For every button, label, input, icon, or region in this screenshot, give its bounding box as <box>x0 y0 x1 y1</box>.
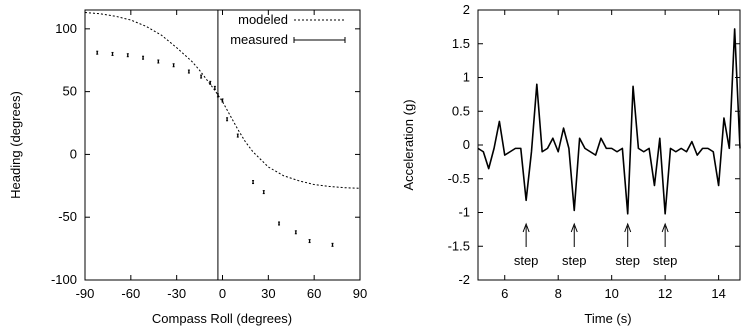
right-x-tick-label: 6 <box>501 286 508 301</box>
left-x-axis-label: Compass Roll (degrees) <box>152 311 292 326</box>
measured-point <box>142 56 144 59</box>
left-x-tick-label: 0 <box>219 286 226 301</box>
measured-point <box>252 181 254 184</box>
left-x-tick-label: 60 <box>307 286 321 301</box>
step-label: step <box>615 253 640 268</box>
step-annotation: step <box>615 224 640 268</box>
right-plot-frame <box>478 10 740 280</box>
measured-point <box>112 52 114 55</box>
left-x-tick-label: 30 <box>261 286 275 301</box>
measured-point <box>96 51 98 54</box>
right-x-tick-label: 10 <box>604 286 618 301</box>
measured-point <box>332 243 334 246</box>
right-y-tick-label: 1.5 <box>452 36 470 51</box>
left-chart-heading-vs-roll: -90 -60 -30 0 30 60 90 -100 -50 0 50 100 Compass Ro… <box>8 10 367 326</box>
measured-point <box>295 231 297 234</box>
measured-point <box>226 118 228 121</box>
right-x-axis-label: Time (s) <box>584 311 631 326</box>
right-y-tick-label: 0 <box>463 137 470 152</box>
measured-point <box>237 134 239 137</box>
right-y-tick-label: 1 <box>463 70 470 85</box>
step-annotation: step <box>562 224 587 268</box>
left-plot-frame <box>85 10 360 280</box>
step-annotation: step <box>653 224 678 268</box>
right-y-tick-label: -1.5 <box>448 238 470 253</box>
left-y-tick-label: 0 <box>70 146 77 161</box>
step-label: step <box>562 253 587 268</box>
step-label: step <box>653 253 678 268</box>
measured-point <box>309 240 311 243</box>
left-y-tick-label: 100 <box>55 21 77 36</box>
right-x-tick-label: 14 <box>711 286 725 301</box>
right-y-tick-label: -2 <box>458 272 470 287</box>
measured-point <box>214 86 216 89</box>
left-ticks: -90 -60 -30 0 30 60 90 -100 -50 0 50 100 <box>51 10 367 301</box>
left-x-tick-label: -30 <box>167 286 186 301</box>
left-y-tick-label: 50 <box>63 84 77 99</box>
right-y-tick-label: -0.5 <box>448 171 470 186</box>
measured-point <box>157 60 159 63</box>
left-series <box>85 10 360 280</box>
left-x-tick-label: -90 <box>76 286 95 301</box>
legend-label-measured: measured <box>230 32 288 47</box>
measured-point <box>200 75 202 78</box>
measured-point <box>173 64 175 67</box>
left-x-tick-label: -60 <box>121 286 140 301</box>
left-y-tick-label: -100 <box>51 272 77 287</box>
left-y-tick-label: -50 <box>58 209 77 224</box>
measured-point <box>222 99 224 102</box>
left-x-tick-label: 90 <box>353 286 367 301</box>
step-annotation: step <box>514 224 539 268</box>
measured-point <box>127 54 129 57</box>
acceleration-line <box>478 29 740 214</box>
measured-point <box>188 70 190 73</box>
right-x-tick-label: 12 <box>658 286 672 301</box>
right-x-tick-label: 8 <box>555 286 562 301</box>
measured-point <box>263 191 265 194</box>
right-series <box>478 29 740 214</box>
right-y-axis-label: Acceleration (g) <box>401 99 416 190</box>
right-y-tick-label: -1 <box>458 205 470 220</box>
left-legend: modeled measured <box>230 12 345 47</box>
measured-point <box>278 222 280 225</box>
legend-label-modeled: modeled <box>238 12 288 27</box>
left-y-axis-label: Heading (degrees) <box>8 91 23 199</box>
right-chart-acceleration-vs-time: 6 8 10 12 14-2-1.5-1-0.500.511.52 step step st… <box>401 2 740 326</box>
step-label: step <box>514 253 539 268</box>
right-y-tick-label: 0.5 <box>452 103 470 118</box>
right-y-tick-label: 2 <box>463 2 470 17</box>
step-annotations: step step step step <box>514 224 678 268</box>
